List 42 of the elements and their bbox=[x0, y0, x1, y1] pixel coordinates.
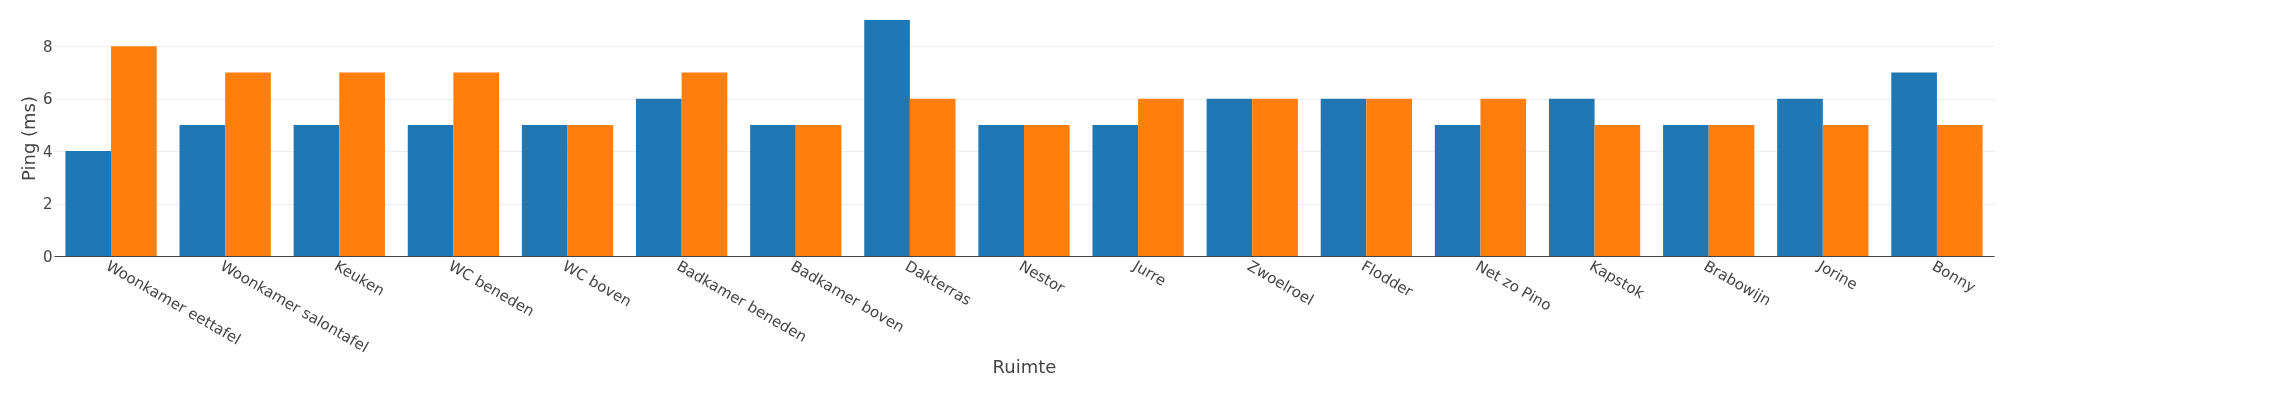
y-tick-label: 6 bbox=[42, 90, 53, 109]
bar bbox=[567, 124, 614, 256]
bar bbox=[453, 72, 500, 256]
bar bbox=[1708, 124, 1755, 256]
bar bbox=[1594, 124, 1641, 256]
bar bbox=[407, 124, 454, 256]
bar bbox=[750, 124, 796, 256]
bar bbox=[111, 46, 157, 256]
bar bbox=[1092, 124, 1139, 256]
bar bbox=[1891, 72, 1937, 256]
bar bbox=[1206, 98, 1253, 256]
bar bbox=[521, 124, 568, 256]
bar bbox=[1252, 98, 1298, 256]
bar bbox=[636, 98, 682, 256]
bar bbox=[65, 151, 112, 256]
bar bbox=[681, 72, 728, 256]
bar bbox=[179, 124, 226, 256]
bar bbox=[864, 20, 910, 256]
y-tick-label: 0 bbox=[42, 247, 53, 266]
y-tick-label: 8 bbox=[42, 37, 53, 56]
bar bbox=[1366, 98, 1412, 256]
bar bbox=[795, 124, 842, 256]
bar bbox=[1663, 124, 1709, 256]
bar bbox=[1548, 98, 1595, 256]
bar bbox=[1320, 98, 1367, 256]
x-axis-title: Ruimte bbox=[992, 356, 1057, 378]
x-tick-label: Net zo Pino bbox=[1472, 256, 1555, 315]
bar bbox=[293, 124, 340, 256]
bar bbox=[1480, 98, 1527, 256]
bar bbox=[1822, 124, 1869, 256]
bar bbox=[909, 98, 956, 256]
bar bbox=[978, 124, 1024, 256]
y-axis-title: Ping (ms) bbox=[17, 96, 39, 181]
bar bbox=[1024, 124, 1070, 256]
bar bbox=[339, 72, 385, 256]
bar bbox=[225, 72, 271, 256]
bar bbox=[1138, 98, 1184, 256]
y-tick-label: 4 bbox=[42, 142, 53, 161]
bar bbox=[1434, 124, 1481, 256]
y-tick-label: 2 bbox=[42, 195, 53, 214]
bar bbox=[1777, 98, 1823, 256]
bar bbox=[1936, 124, 1983, 256]
